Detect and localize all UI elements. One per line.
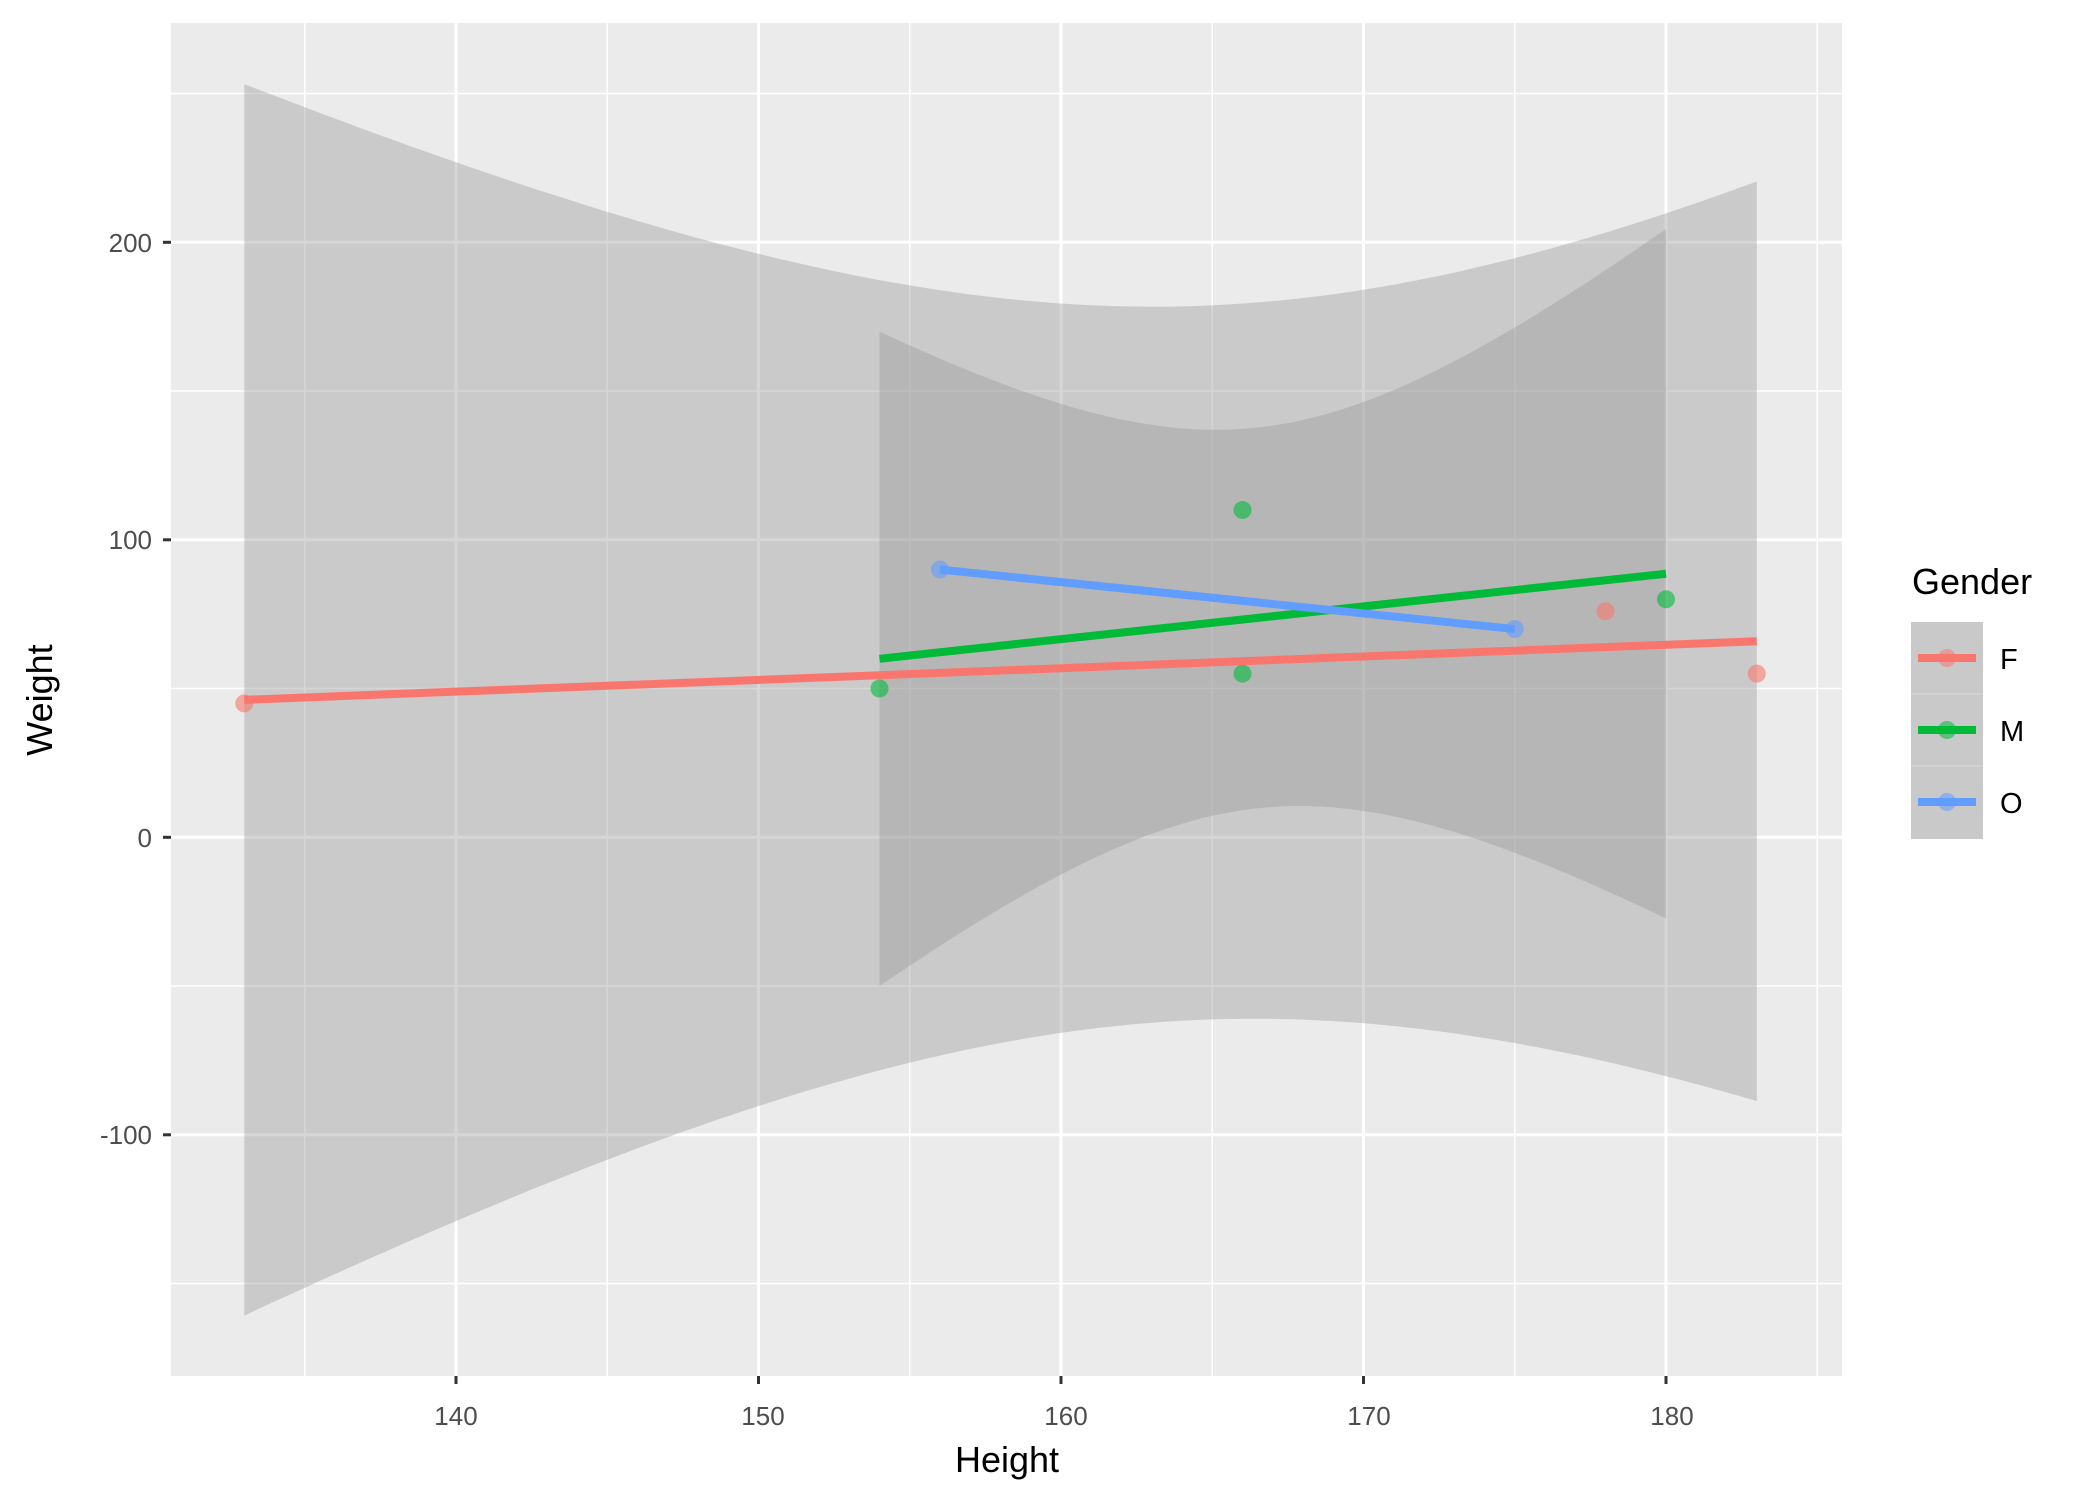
x-tick-label: 160	[1044, 1401, 1087, 1431]
regression-line-f	[244, 637, 1757, 704]
regression-line-o	[939, 565, 1516, 634]
y-tick-label: -100	[100, 1120, 152, 1150]
x-tick-label: 180	[1650, 1401, 1693, 1431]
data-point-f[interactable]	[1596, 602, 1615, 621]
legend-key-point-m	[1938, 721, 1956, 739]
x-tick-label: 140	[434, 1401, 477, 1431]
data-points	[235, 501, 1766, 713]
legend-item-o[interactable]: O	[1918, 788, 2023, 820]
data-point-m[interactable]	[1657, 590, 1675, 609]
data-point-f[interactable]	[1747, 664, 1766, 683]
x-tick-label: 150	[741, 1401, 784, 1431]
plot-panel	[171, 23, 1842, 1376]
legend-label-m: M	[2000, 716, 2024, 748]
x-axis: 140 150 160 170 180 Height	[434, 1376, 1694, 1480]
y-tick-label: 0	[138, 823, 152, 853]
data-point-m[interactable]	[1233, 501, 1252, 520]
regression-lines	[244, 565, 1757, 704]
legend-title: Gender	[1912, 561, 2032, 602]
legend-item-f[interactable]: F	[1918, 644, 2018, 676]
x-axis-title: Height	[955, 1439, 1059, 1480]
x-tick-label: 170	[1347, 1401, 1390, 1431]
legend-label-f: F	[2000, 644, 2018, 676]
legend: Gender F M O	[1911, 561, 2032, 839]
y-axis-title: Weight	[19, 644, 60, 755]
regression-line-m	[879, 569, 1667, 663]
data-point-m[interactable]	[1233, 664, 1252, 683]
y-tick-label: 200	[109, 228, 152, 258]
legend-key-point-o	[1938, 793, 1956, 811]
legend-item-m[interactable]: M	[1918, 716, 2024, 748]
legend-label-o: O	[2000, 788, 2023, 820]
legend-key-point-f	[1938, 649, 1956, 667]
data-point-m[interactable]	[870, 679, 889, 698]
confidence-band-f	[244, 84, 1757, 1316]
y-axis: 200 100 0 -100 Weight	[19, 228, 171, 1150]
major-gridlines	[171, 23, 1842, 1376]
y-tick-label: 100	[109, 525, 152, 555]
